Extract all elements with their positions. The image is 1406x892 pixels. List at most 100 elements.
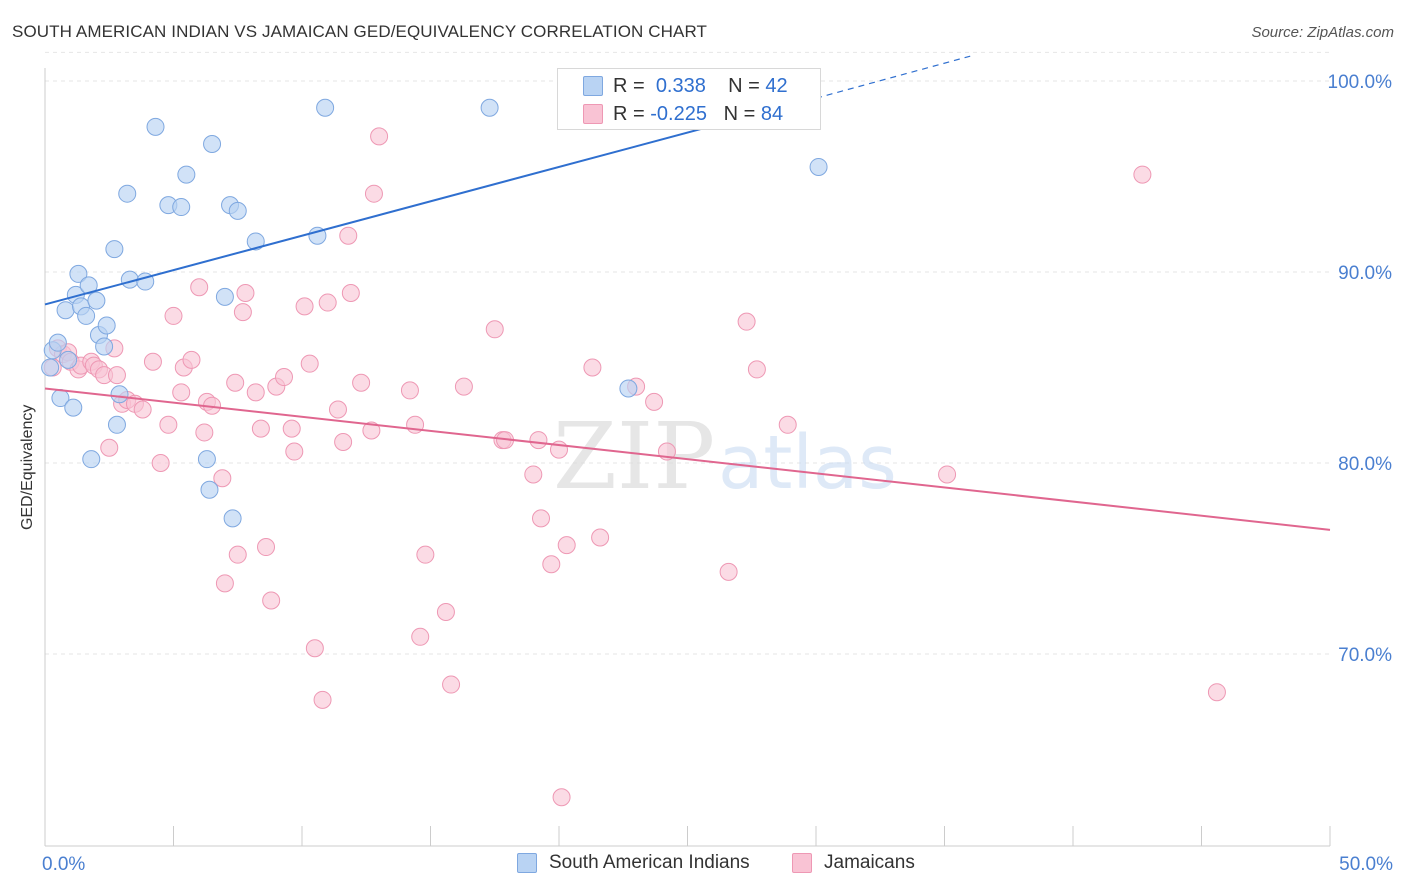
data-point-jamaicans: [1133, 165, 1152, 184]
watermark-zip: ZIP: [553, 403, 715, 510]
data-point-jamaicans: [524, 465, 543, 484]
data-point-jamaicans: [257, 538, 276, 557]
data-point-jamaicans: [251, 419, 270, 438]
data-point-jamaicans: [370, 127, 389, 146]
data-point-jamaicans: [159, 415, 178, 434]
data-point-jamaicans: [400, 381, 419, 400]
data-point-south-american-indians: [64, 398, 83, 417]
data-point-jamaicans: [195, 423, 214, 442]
data-point-jamaicans: [591, 528, 610, 547]
y-tick-label: 100.0%: [1328, 72, 1393, 93]
trend-line-extension: [815, 55, 971, 99]
data-point-jamaicans: [182, 350, 201, 369]
legend-label: South American Indians: [549, 852, 750, 873]
data-point-south-american-indians: [95, 337, 114, 356]
data-point-jamaicans: [436, 602, 455, 621]
data-point-jamaicans: [719, 562, 738, 581]
legend-text-blue: R = 0.338 N = 42: [613, 75, 853, 98]
data-point-south-american-indians: [69, 264, 88, 283]
data-point-jamaicans: [532, 509, 551, 528]
data-point-south-american-indians: [97, 316, 116, 335]
n-value: 42: [765, 74, 788, 97]
data-point-south-american-indians: [82, 450, 101, 469]
data-point-south-american-indians: [197, 450, 216, 469]
data-point-jamaicans: [341, 284, 360, 303]
data-point-south-american-indians: [59, 350, 78, 369]
chart-title: SOUTH AMERICAN INDIAN VS JAMAICAN GED/EQ…: [12, 22, 708, 41]
trend-line-south-american-indians: [44, 97, 817, 306]
legend-text-pink: R = -0.225 N = 84: [613, 103, 853, 126]
data-point-jamaicans: [236, 284, 255, 303]
jamaicans-points: [43, 127, 1226, 807]
data-point-jamaicans: [164, 306, 183, 325]
data-point-south-american-indians: [228, 201, 247, 220]
legend-item-south-american-indians[interactable]: South American Indians: [517, 852, 750, 874]
data-point-south-american-indians: [809, 157, 828, 176]
tick-labels: 70.0% 80.0% 90.0% 100.0% 0.0% 50.0%: [42, 72, 1393, 875]
gridlines: [45, 51, 1330, 655]
data-point-jamaicans: [305, 639, 324, 658]
data-point-jamaicans: [938, 465, 957, 484]
watermark-atlas: atlas: [718, 420, 897, 506]
data-point-south-american-indians: [110, 385, 129, 404]
legend-item-jamaicans[interactable]: Jamaicans: [792, 852, 915, 874]
data-point-jamaicans: [100, 438, 119, 457]
n-label: N =: [723, 102, 756, 125]
data-point-jamaicans: [485, 320, 504, 339]
data-point-jamaicans: [143, 352, 162, 371]
data-point-jamaicans: [454, 377, 473, 396]
data-point-jamaicans: [411, 627, 430, 646]
data-point-south-american-indians: [107, 415, 126, 434]
data-point-south-american-indians: [619, 379, 638, 398]
data-point-jamaicans: [282, 419, 301, 438]
data-point-jamaicans: [275, 368, 294, 387]
data-point-jamaicans: [318, 293, 337, 312]
data-point-jamaicans: [416, 545, 435, 564]
source-label: Source: ZipAtlas.com: [1251, 24, 1394, 41]
data-point-south-american-indians: [203, 135, 222, 154]
data-point-jamaicans: [362, 421, 381, 440]
data-point-jamaicans: [645, 392, 664, 411]
data-point-jamaicans: [442, 675, 461, 694]
data-point-jamaicans: [226, 373, 245, 392]
data-point-south-american-indians: [177, 165, 196, 184]
data-point-south-american-indians: [215, 287, 234, 306]
data-point-jamaicans: [352, 373, 371, 392]
data-point-jamaicans: [151, 454, 170, 472]
data-point-jamaicans: [364, 184, 383, 203]
trend-line-jamaicans: [44, 387, 1331, 531]
data-point-jamaicans: [747, 360, 766, 379]
data-point-jamaicans: [334, 432, 353, 451]
r-label: R =: [613, 102, 645, 125]
data-point-south-american-indians: [146, 117, 165, 136]
south-american-indians-points: [41, 98, 828, 528]
legend-swatch-pink: [792, 853, 812, 873]
data-point-jamaicans: [213, 469, 232, 488]
data-point-jamaicans: [228, 545, 247, 564]
data-point-jamaicans: [285, 442, 304, 461]
legend-swatch-pink: [583, 104, 603, 124]
legend-swatch-blue: [583, 76, 603, 96]
y-axis-label: GED/Equivalency: [19, 404, 36, 530]
data-point-jamaicans: [313, 690, 332, 709]
x-tick-label: 50.0%: [1339, 854, 1393, 875]
data-point-south-american-indians: [105, 240, 124, 259]
data-point-jamaicans: [107, 366, 126, 385]
data-point-jamaicans: [557, 536, 576, 555]
data-point-jamaicans: [246, 383, 265, 402]
axes: [44, 68, 1331, 847]
data-point-jamaicans: [233, 303, 252, 322]
data-point-jamaicans: [552, 788, 571, 807]
data-point-south-american-indians: [87, 291, 106, 310]
data-point-jamaicans: [542, 555, 561, 574]
data-point-south-american-indians: [172, 198, 191, 217]
data-point-south-american-indians: [41, 358, 60, 377]
n-label: N =: [728, 74, 760, 97]
data-point-jamaicans: [778, 415, 797, 434]
data-point-south-american-indians: [56, 301, 75, 320]
data-point-jamaicans: [190, 278, 209, 297]
data-point-jamaicans: [328, 400, 347, 419]
y-tick-label: 80.0%: [1338, 454, 1392, 475]
x-tick-label: 0.0%: [42, 854, 85, 875]
y-tick-label: 90.0%: [1338, 263, 1392, 284]
